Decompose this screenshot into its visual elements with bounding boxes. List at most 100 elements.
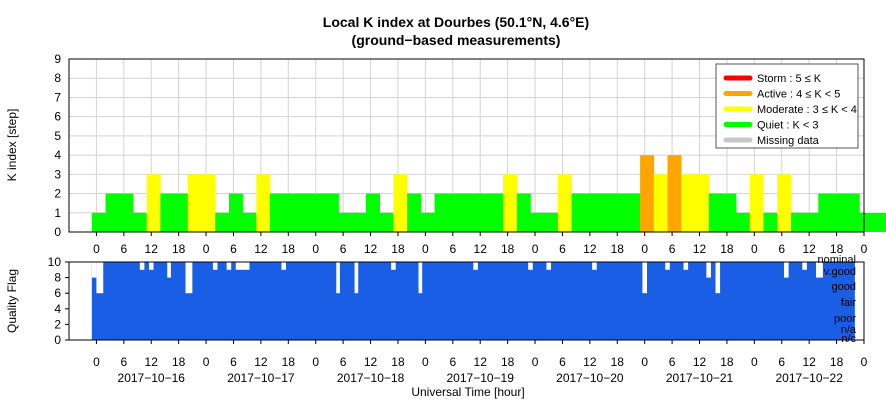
quality-xtick-label: 6 [230, 355, 237, 369]
k-xtick-label: 18 [501, 242, 515, 256]
k-bar [187, 174, 202, 232]
k-xtick-label: 6 [230, 242, 237, 256]
quality-dip [235, 262, 250, 270]
quality-xtick-label: 6 [559, 355, 566, 369]
k-bar [845, 193, 860, 232]
k-bar [379, 212, 394, 232]
k-bar [228, 193, 243, 232]
k-bar [297, 193, 312, 232]
quality-dip [528, 262, 533, 270]
quality-xtick-label: 6 [340, 355, 347, 369]
k-xtick-label: 6 [669, 242, 676, 256]
k-plot-frame [68, 58, 865, 233]
quality-dip [212, 262, 218, 270]
k-bar [612, 193, 627, 232]
k-bar [503, 174, 518, 232]
k-xtick-label: 0 [641, 242, 648, 256]
quality-xtick-label: 6 [449, 355, 456, 369]
quality-level-label: n/c [841, 333, 856, 345]
quality-xtick-label: 12 [364, 355, 378, 369]
quality-xtick-label: 0 [532, 355, 539, 369]
k-bar [420, 212, 435, 232]
quality-dip [226, 262, 232, 270]
quality-dip [91, 262, 97, 278]
k-bar [365, 193, 380, 232]
k-bar [324, 193, 339, 232]
k-xtick-label: 6 [559, 242, 566, 256]
k-bar [475, 193, 490, 232]
k-bar [722, 193, 737, 232]
k-xtick-label: 18 [720, 242, 734, 256]
quality-xtick-label: 12 [583, 355, 597, 369]
quality-level-label: fair [841, 297, 857, 309]
k-bar [640, 155, 655, 232]
k-bar [818, 193, 833, 232]
legend-label: Quiet : K < 3 [757, 120, 818, 132]
quality-dip [418, 262, 423, 294]
quality-xtick-label: 6 [669, 355, 676, 369]
k-ytick-label: 5 [54, 129, 61, 143]
chart-title: Local K index at Dourbes (50.1°N, 4.6°E) [323, 14, 589, 30]
quality-xtick-label: 18 [720, 355, 734, 369]
quality-xtick-label: 6 [120, 355, 127, 369]
quality-xtick-label: 18 [172, 355, 186, 369]
k-xtick-label: 0 [312, 242, 319, 256]
quality-dip [139, 262, 145, 270]
k-bar [859, 212, 874, 232]
quality-plot-frame [68, 261, 865, 341]
k-bar [311, 193, 326, 232]
quality-ytick-label: 4 [54, 302, 61, 316]
k-xtick-label: 18 [172, 242, 186, 256]
k-bar [174, 193, 189, 232]
quality-xtick-label: 18 [501, 355, 515, 369]
quality-dip [336, 262, 340, 294]
k-bar [790, 212, 805, 232]
legend-label: Active : 4 ≤ K < 5 [757, 89, 840, 101]
k-bar [599, 193, 614, 232]
k-bar [242, 212, 257, 232]
k-bar [393, 174, 408, 232]
k-xtick-label: 12 [364, 242, 378, 256]
quality-xtick-label: 0 [203, 355, 210, 369]
quality-dip [706, 262, 711, 278]
quality-level-label: poor [834, 313, 856, 325]
quality-xtick-label: 12 [693, 355, 707, 369]
quality-dip [96, 262, 104, 294]
k-ytick-label: 4 [54, 148, 61, 162]
k-bar [626, 193, 641, 232]
k-bar [667, 155, 682, 232]
quality-level-label: v.good [824, 266, 856, 278]
quality-xtick-label: 0 [422, 355, 429, 369]
k-bar [804, 212, 819, 232]
quality-dip [816, 262, 823, 278]
quality-ytick-label: 0 [54, 333, 61, 347]
k-bar [91, 212, 106, 232]
quality-dip [592, 262, 597, 270]
k-xtick-label: 12 [145, 242, 159, 256]
k-bar [215, 212, 230, 232]
k-bar [201, 174, 216, 232]
k-index-ylabel: K index [step] [5, 109, 19, 182]
quality-ytick-label: 6 [54, 286, 61, 300]
k-bar [448, 193, 463, 232]
k-xtick-label: 18 [830, 242, 844, 256]
k-ytick-label: 6 [54, 110, 61, 124]
quality-xtick-label: 0 [93, 355, 100, 369]
quality-xtick-label: 0 [751, 355, 758, 369]
quality-dip [148, 262, 154, 270]
k-bar [160, 193, 175, 232]
quality-xtick-label: 12 [802, 355, 816, 369]
chart-subtitle: (ground−based measurements) [352, 32, 561, 48]
quality-dip [473, 262, 478, 270]
quality-xtick-label: 0 [641, 355, 648, 369]
k-bar [105, 193, 120, 232]
quality-xtick-label: 12 [145, 355, 159, 369]
k-xtick-label: 18 [282, 242, 296, 256]
k-bar [749, 174, 764, 232]
k-bar [736, 212, 751, 232]
k-xtick-label: 12 [474, 242, 488, 256]
k-bar [777, 174, 792, 232]
k-bar [489, 193, 504, 232]
quality-xtick-label: 18 [611, 355, 625, 369]
